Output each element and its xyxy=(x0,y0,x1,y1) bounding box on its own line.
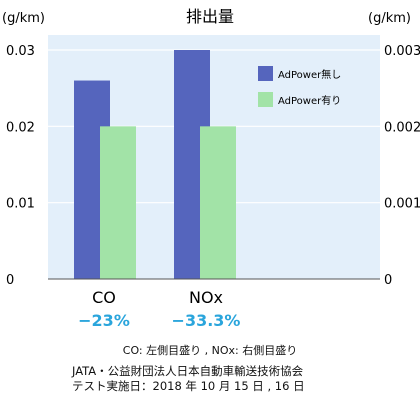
y-axis-unit-left: (g/km) xyxy=(2,11,45,26)
legend: AdPower無し AdPower有り xyxy=(258,66,341,107)
y-tick-left: 0.02 xyxy=(6,120,35,135)
legend-label: AdPower有り xyxy=(278,94,341,107)
source-line-1: JATA・公益財団法人日本自動車輸送技術協会 xyxy=(72,364,304,378)
legend-swatch xyxy=(258,66,273,81)
y-tick-right: 0 xyxy=(384,273,392,288)
y-axis-unit-right: (g/km) xyxy=(368,11,411,26)
category-label: CO xyxy=(92,288,116,307)
chart-title: 排出量 xyxy=(186,7,234,26)
y-tick-left: 0.03 xyxy=(6,44,35,59)
reduction-label: −33.3% xyxy=(172,311,241,330)
bars xyxy=(74,50,236,280)
bar-nox-with xyxy=(200,126,236,279)
y-tick-left: 0 xyxy=(6,273,14,288)
y-tick-left: 0.01 xyxy=(6,197,35,212)
category-label: NOx xyxy=(189,288,223,307)
legend-swatch xyxy=(258,92,273,107)
y-ticks-left: 0 0.01 0.02 0.03 xyxy=(6,44,35,288)
y-tick-right: 0.003 xyxy=(384,44,420,59)
y-ticks-right: 0 0.001 0.002 0.003 xyxy=(384,44,420,288)
y-tick-right: 0.002 xyxy=(384,120,420,135)
axis-note: CO: 左側目盛り , NOx: 右側目盛り xyxy=(122,344,298,357)
reduction-label: −23% xyxy=(78,311,130,330)
bar-co-with xyxy=(100,126,136,279)
category-labels: CO NOx xyxy=(92,288,223,307)
y-tick-right: 0.001 xyxy=(384,197,420,212)
legend-label: AdPower無し xyxy=(278,68,341,81)
source-line-2: テスト実施日：2018 年 10 月 15 日 , 16 日 xyxy=(72,379,305,393)
reduction-labels: −23% −33.3% xyxy=(78,311,240,330)
emissions-chart: 排出量 (g/km) (g/km) 0 0.01 0.02 0.03 0 0.001 0.… xyxy=(2,7,420,330)
